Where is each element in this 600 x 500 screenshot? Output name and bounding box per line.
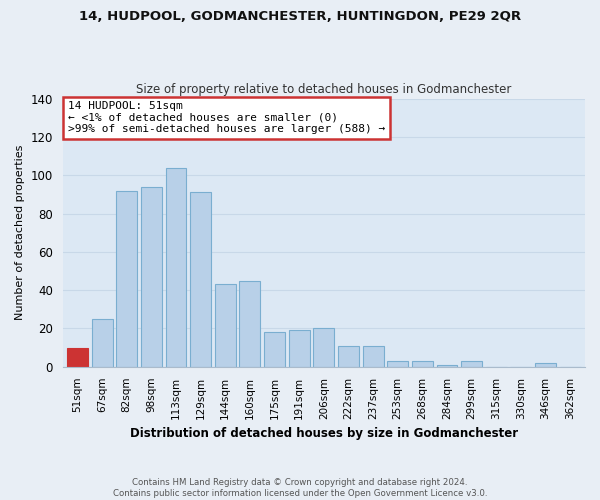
Bar	[215, 284, 236, 367]
Bar	[190, 192, 211, 367]
Bar	[141, 186, 162, 367]
Y-axis label: Number of detached properties: Number of detached properties	[15, 145, 25, 320]
Bar	[362, 346, 383, 367]
Bar	[313, 328, 334, 367]
Bar	[338, 346, 359, 367]
Bar	[67, 348, 88, 367]
Bar	[92, 319, 113, 367]
Bar	[116, 190, 137, 367]
X-axis label: Distribution of detached houses by size in Godmanchester: Distribution of detached houses by size …	[130, 427, 518, 440]
Text: 14, HUDPOOL, GODMANCHESTER, HUNTINGDON, PE29 2QR: 14, HUDPOOL, GODMANCHESTER, HUNTINGDON, …	[79, 10, 521, 23]
Bar	[535, 363, 556, 367]
Bar	[461, 361, 482, 367]
Bar	[166, 168, 187, 367]
Bar	[412, 361, 433, 367]
Bar	[264, 332, 285, 367]
Text: Contains HM Land Registry data © Crown copyright and database right 2024.
Contai: Contains HM Land Registry data © Crown c…	[113, 478, 487, 498]
Text: 14 HUDPOOL: 51sqm
← <1% of detached houses are smaller (0)
>99% of semi-detached: 14 HUDPOOL: 51sqm ← <1% of detached hous…	[68, 101, 385, 134]
Bar	[387, 361, 408, 367]
Bar	[239, 280, 260, 367]
Title: Size of property relative to detached houses in Godmanchester: Size of property relative to detached ho…	[136, 83, 512, 96]
Bar	[437, 365, 457, 367]
Bar	[289, 330, 310, 367]
